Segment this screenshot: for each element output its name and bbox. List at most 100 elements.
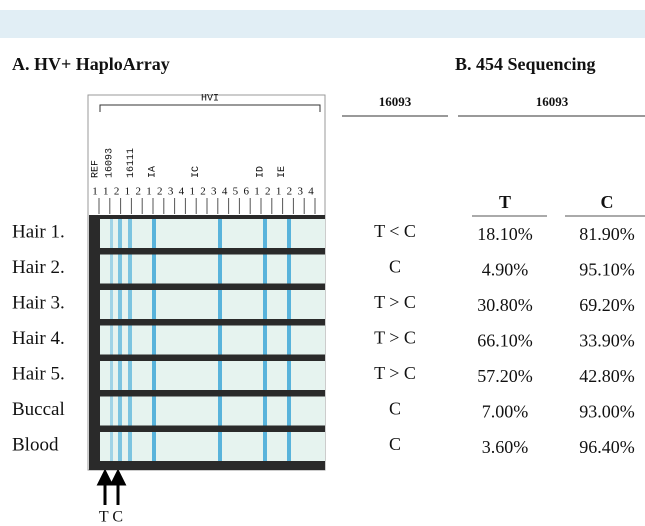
strip: [100, 326, 325, 355]
percent: 30.80%: [477, 295, 533, 315]
panel-b-title: B. 454 Sequencing: [455, 54, 596, 74]
probe-band: [152, 290, 156, 319]
sample-label: Hair 2.: [12, 257, 65, 278]
probe-band: [110, 219, 113, 248]
probe-number: 3: [211, 186, 217, 198]
call: T < C: [374, 221, 416, 241]
probe-band: [218, 397, 222, 426]
probe-number: 1: [92, 186, 98, 198]
probe-band: [110, 361, 113, 390]
percent: 95.10%: [579, 260, 635, 280]
percent: 96.40%: [579, 437, 635, 457]
position-header: 16093: [536, 94, 569, 109]
probe-band: [287, 255, 291, 284]
probe-band: [263, 255, 267, 284]
figure: A. HV+ HaploArray B. 454 Sequencing HVI …: [0, 0, 645, 526]
probe-band: [118, 255, 122, 284]
probe-number: 3: [168, 186, 174, 198]
probe-number: 5: [233, 186, 239, 198]
region-label: HVI: [201, 94, 219, 105]
probe-band: [128, 326, 132, 355]
call: T > C: [374, 363, 416, 383]
probe-number: 1: [189, 186, 195, 198]
sample-label: Hair 1.: [12, 221, 65, 242]
probe-band: [218, 255, 222, 284]
probe-band: [110, 326, 113, 355]
probe-band: [118, 290, 122, 319]
probe-label: REF: [91, 160, 102, 178]
probe-band: [263, 397, 267, 426]
column-header: C: [601, 192, 614, 212]
panel-a-title: A. HV+ HaploArray: [12, 54, 170, 74]
probe-band: [110, 397, 113, 426]
probe-number: 4: [222, 186, 228, 198]
probe-number: 1: [146, 186, 152, 198]
probe-number: 3: [297, 186, 303, 198]
probe-band: [287, 219, 291, 248]
probe-band: [128, 432, 132, 461]
percent: 66.10%: [477, 331, 533, 351]
probe-number: 1: [103, 186, 109, 198]
probe-label: 16111: [126, 148, 137, 178]
percent: 93.00%: [579, 402, 635, 422]
probe-band: [218, 361, 222, 390]
banner: [0, 10, 645, 38]
arrows: [99, 472, 124, 505]
probe-label: IA: [148, 166, 159, 178]
probe-number: 1: [254, 186, 260, 198]
probe-number: 2: [287, 186, 293, 198]
strip: [100, 290, 325, 319]
probe-band: [152, 255, 156, 284]
sample-label: Blood: [12, 434, 59, 455]
probe-band: [118, 432, 122, 461]
percent: 7.00%: [482, 402, 529, 422]
call: C: [389, 434, 401, 454]
strip: [100, 361, 325, 390]
probe-band: [287, 361, 291, 390]
probe-number: 1: [125, 186, 131, 198]
probe-band: [118, 326, 122, 355]
probe-band: [110, 432, 113, 461]
probe-band: [128, 361, 132, 390]
probe-band: [263, 326, 267, 355]
calls-header: 16093: [379, 94, 412, 109]
percent: 81.90%: [579, 224, 635, 244]
percent: 42.80%: [579, 366, 635, 386]
probe-band: [110, 255, 113, 284]
probe-number: 2: [135, 186, 141, 198]
probe-band: [218, 326, 222, 355]
probe-band: [152, 397, 156, 426]
probe-band: [218, 219, 222, 248]
probe-number: 1: [276, 186, 282, 198]
probe-band: [263, 290, 267, 319]
probe-band: [152, 219, 156, 248]
probe-band: [128, 219, 132, 248]
probe-band: [118, 361, 122, 390]
probe-band: [128, 290, 132, 319]
page: A. HV+ HaploArray B. 454 Sequencing HVI …: [0, 0, 645, 526]
probe-band: [110, 290, 113, 319]
probe-band: [287, 290, 291, 319]
probe-band: [263, 432, 267, 461]
sample-label: Hair 4.: [12, 328, 65, 349]
probe-label: IE: [277, 166, 288, 178]
percent: 3.60%: [482, 437, 529, 457]
probe-band: [287, 326, 291, 355]
probe-band: [152, 432, 156, 461]
probe-label: ID: [256, 166, 267, 178]
call: C: [389, 399, 401, 419]
percent: 18.10%: [477, 224, 533, 244]
probe-number: 6: [243, 186, 249, 198]
percent: 33.90%: [579, 331, 635, 351]
strip: [100, 255, 325, 284]
probe-number: 2: [200, 186, 206, 198]
probe-label: 16093: [104, 148, 115, 178]
probe-band: [263, 219, 267, 248]
probe-number: 4: [308, 186, 314, 198]
percent: 69.20%: [579, 295, 635, 315]
percent: 57.20%: [477, 366, 533, 386]
strip: [100, 397, 325, 426]
call: T > C: [374, 328, 416, 348]
probe-number: 2: [265, 186, 271, 198]
probe-band: [263, 361, 267, 390]
